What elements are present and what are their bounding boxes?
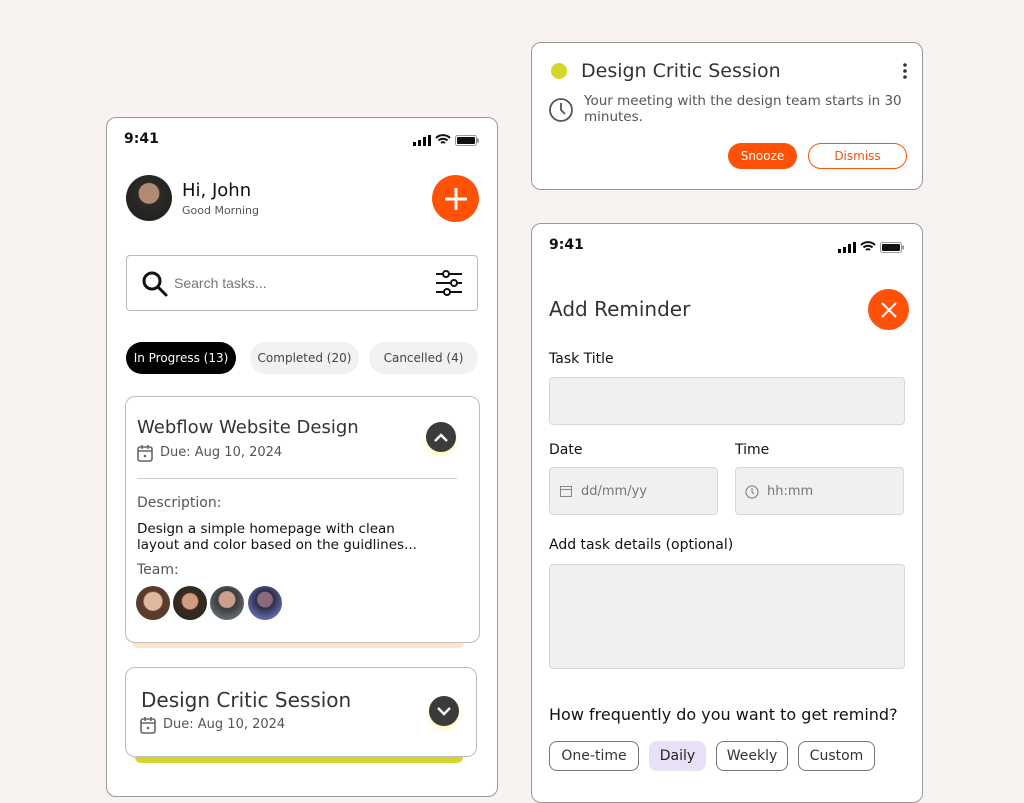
- team-avatar[interactable]: [136, 586, 170, 620]
- due-date: Aug 10, 2024: [197, 717, 286, 732]
- wifi-icon: [860, 241, 876, 251]
- signal-icon: [413, 134, 431, 146]
- team-label: Team:: [137, 562, 179, 578]
- more-options-icon[interactable]: [903, 63, 907, 79]
- details-textarea[interactable]: [549, 564, 905, 669]
- home-screen: 9:41 Hi, John Good Morning In Progress (…: [106, 117, 498, 797]
- frequency-question: How frequently do you want to get remind…: [549, 705, 898, 724]
- calendar-icon: [560, 486, 572, 497]
- task-card[interactable]: Design Critic Session Due: Aug 10, 2024: [125, 667, 477, 757]
- notification-message: Your meeting with the design team starts…: [584, 93, 902, 125]
- team-avatar[interactable]: [248, 586, 282, 620]
- frequency-one-time[interactable]: One-time: [549, 741, 639, 771]
- calendar-icon: [140, 717, 156, 734]
- chevron-up-icon: [434, 432, 448, 442]
- subgreeting: Good Morning: [182, 204, 259, 217]
- expand-button[interactable]: [429, 696, 459, 726]
- signal-icon: [838, 241, 856, 253]
- tab-completed[interactable]: Completed (20): [250, 342, 359, 374]
- date-placeholder: dd/mm/yy: [581, 484, 647, 499]
- task-title: Webflow Website Design: [137, 417, 359, 438]
- team-avatar[interactable]: [173, 586, 207, 620]
- tab-in-progress[interactable]: In Progress (13): [126, 342, 236, 374]
- dismiss-button[interactable]: Dismiss: [808, 143, 907, 169]
- task-card-accent: [135, 754, 463, 763]
- plus-icon: [444, 187, 467, 210]
- description-label: Description:: [137, 495, 222, 511]
- frequency-daily[interactable]: Daily: [649, 741, 706, 771]
- due-label: Due:: [163, 717, 194, 732]
- task-title-label: Task Title: [549, 351, 614, 367]
- description-text: Design a simple homepage with clean layo…: [137, 521, 417, 553]
- snooze-button[interactable]: Snooze: [728, 143, 797, 169]
- due-date: Aug 10, 2024: [194, 445, 283, 460]
- date-label: Date: [549, 442, 583, 458]
- collapse-button[interactable]: [426, 422, 456, 452]
- close-icon: [880, 301, 897, 318]
- notification-card: Design Critic Session Your meeting with …: [531, 42, 923, 190]
- time-input[interactable]: hh:mm: [735, 467, 904, 515]
- status-icons: [838, 241, 904, 253]
- clock-icon: [745, 485, 759, 499]
- search-bar[interactable]: [126, 255, 478, 311]
- task-title: Design Critic Session: [141, 688, 352, 712]
- clock-icon: [549, 98, 573, 122]
- divider: [137, 478, 457, 479]
- battery-icon: [880, 241, 904, 253]
- due-label: Due:: [160, 445, 191, 460]
- add-task-button[interactable]: [432, 175, 479, 222]
- date-input[interactable]: dd/mm/yy: [549, 467, 718, 515]
- calendar-icon: [137, 445, 153, 462]
- status-dot: [551, 63, 567, 79]
- details-label: Add task details (optional): [549, 537, 734, 553]
- screen-title: Add Reminder: [549, 297, 691, 321]
- avatar[interactable]: [126, 175, 172, 221]
- filter-icon[interactable]: [435, 269, 463, 297]
- chevron-down-icon: [437, 706, 451, 716]
- search-icon: [142, 271, 168, 297]
- close-button[interactable]: [868, 289, 909, 330]
- battery-icon: [455, 134, 479, 146]
- time-label: Time: [735, 442, 770, 458]
- wifi-icon: [435, 134, 451, 144]
- time-placeholder: hh:mm: [767, 484, 814, 499]
- add-reminder-screen: 9:41 Add Reminder Task Title Date Time d…: [531, 223, 923, 803]
- task-title-input[interactable]: [549, 377, 905, 425]
- notification-title: Design Critic Session: [581, 60, 781, 82]
- team-avatar[interactable]: [210, 586, 244, 620]
- tab-cancelled[interactable]: Cancelled (4): [369, 342, 478, 374]
- greeting: Hi, John: [182, 180, 252, 201]
- frequency-weekly[interactable]: Weekly: [716, 741, 788, 771]
- status-time: 9:41: [549, 237, 584, 253]
- status-icons: [413, 134, 479, 146]
- task-card[interactable]: Webflow Website Design Due: Aug 10, 2024…: [125, 396, 480, 643]
- search-input[interactable]: [174, 270, 414, 296]
- frequency-custom[interactable]: Custom: [798, 741, 875, 771]
- status-time: 9:41: [124, 131, 159, 147]
